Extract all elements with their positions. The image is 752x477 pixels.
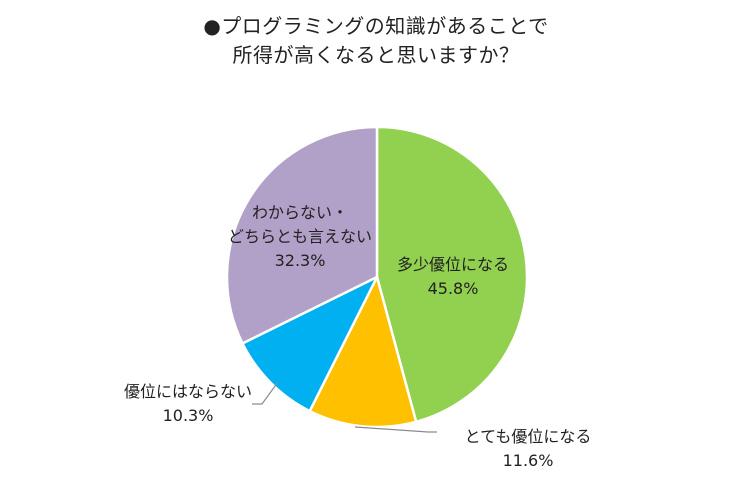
slice-label-text: どちらとも言えない: [228, 227, 372, 246]
slice-label-text: 多少優位になる: [397, 255, 509, 274]
slice-value-label: 10.3%: [163, 406, 214, 425]
slice-value-label: 32.3%: [275, 251, 326, 270]
slice-label-text: わからない・: [252, 203, 348, 222]
pie-slices: [225, 125, 529, 429]
slice-label-text: 優位にはならない: [124, 382, 252, 401]
slice-label: 優位にはならない 10.3%: [124, 382, 252, 425]
leader-line: [252, 381, 279, 405]
slice-not-advantageous: [241, 275, 379, 413]
slice-label: 多少優位になる 45.8%: [397, 255, 509, 298]
slice-label: わからない・どちらとも言えない 32.3%: [228, 203, 372, 270]
chart-title: ●プログラミングの知識があることで 所得が高くなると思いますか？: [0, 12, 752, 70]
slice-slightly-advantageous: [375, 125, 529, 424]
slice-label-text: とても優位になる: [465, 427, 592, 446]
chart-title-line-2: 所得が高くなると思いますか？: [232, 43, 520, 67]
leader-line: [354, 426, 437, 433]
slice-dont-know: [225, 125, 379, 345]
slice-labels: 多少優位になる 45.8% とても優位になる 11.6% 優位にはならない 10.3% わか…: [124, 203, 591, 470]
chart-title-line-1: ●プログラミングの知識があることで: [203, 14, 549, 38]
slice-very-advantageous: [308, 275, 418, 429]
leader-lines: [252, 381, 437, 433]
slice-value-label: 11.6%: [503, 451, 554, 470]
slice-label: とても優位になる 11.6%: [465, 427, 592, 470]
slice-value-label: 45.8%: [428, 279, 479, 298]
